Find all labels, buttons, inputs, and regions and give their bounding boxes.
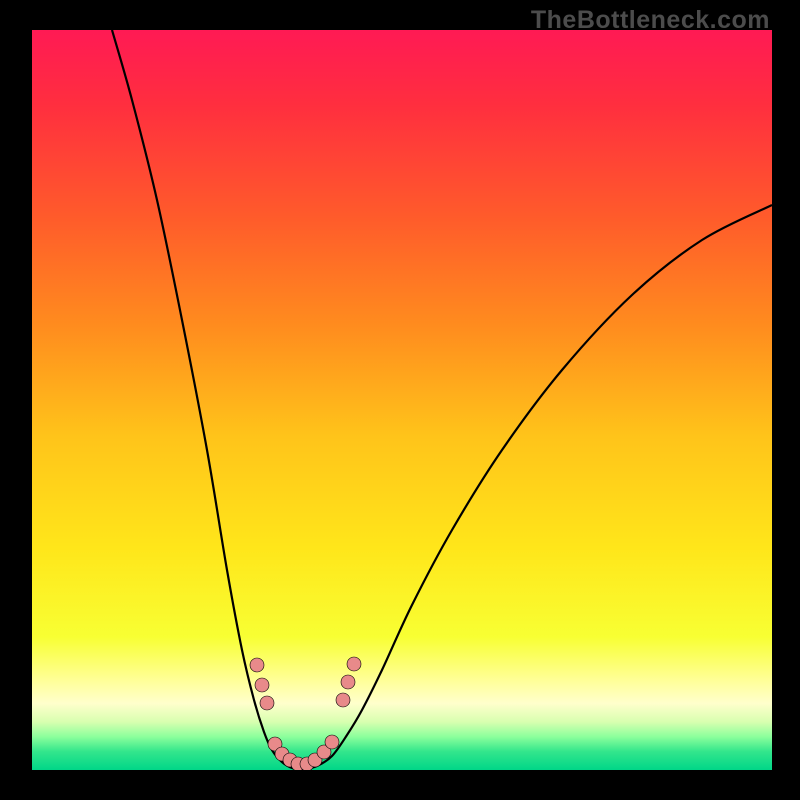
highlight-dot [260,696,274,710]
highlight-dot [255,678,269,692]
curve-right-branch [302,205,772,770]
highlight-dot [341,675,355,689]
watermark-text: TheBottleneck.com [531,6,770,35]
highlight-dot [336,693,350,707]
highlight-dot [325,735,339,749]
highlight-dot [347,657,361,671]
curve-layer [0,0,800,800]
chart-frame: TheBottleneck.com [0,0,800,800]
curve-left-branch [112,30,302,770]
highlight-dot [250,658,264,672]
